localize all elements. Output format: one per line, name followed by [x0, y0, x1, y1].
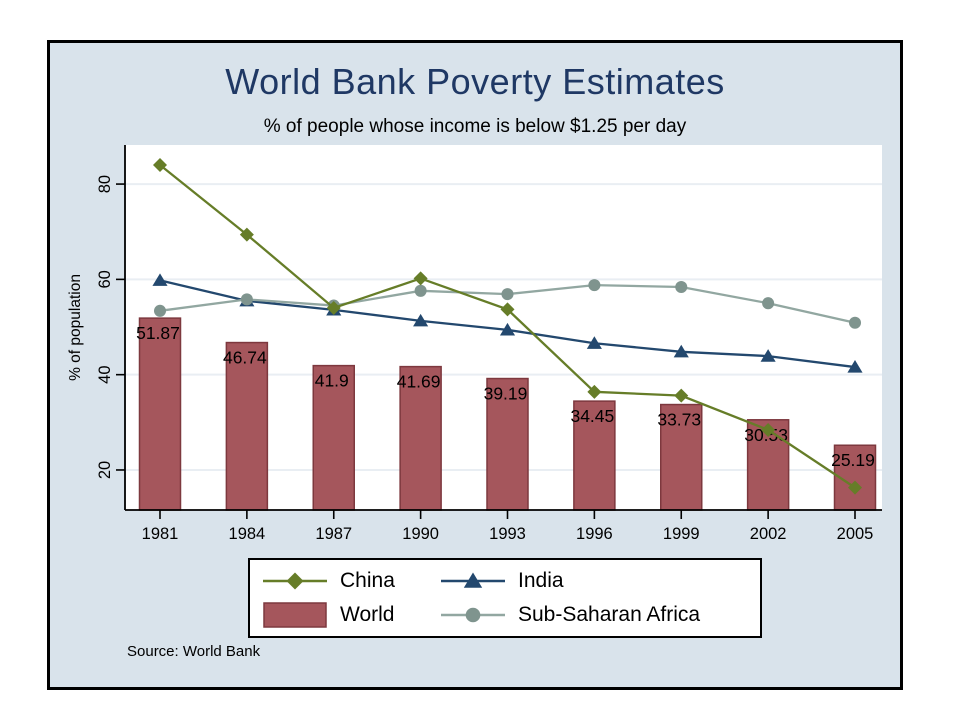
- svg-text:1999: 1999: [663, 525, 700, 543]
- svg-text:1981: 1981: [142, 525, 179, 543]
- svg-text:25.19: 25.19: [831, 450, 875, 470]
- svg-text:2002: 2002: [750, 525, 787, 543]
- legend-label-china: China: [340, 569, 395, 592]
- source-note: Source: World Bank: [127, 643, 261, 660]
- legend-item-china: China: [262, 566, 440, 596]
- legend-label-world: World: [340, 603, 395, 626]
- svg-text:51.87: 51.87: [136, 323, 180, 343]
- ssa-line-circle-symbol: [441, 607, 505, 623]
- chart-plot-area: 51.8746.7441.941.6939.1934.4533.7330.532…: [67, 145, 882, 543]
- svg-text:39.19: 39.19: [484, 384, 528, 404]
- line-china: [153, 158, 862, 495]
- svg-text:1993: 1993: [489, 525, 526, 543]
- svg-text:41.69: 41.69: [397, 372, 441, 392]
- india-line-triangle-symbol: [441, 572, 505, 588]
- svg-text:20: 20: [96, 461, 114, 479]
- y-axis-ticks: 20 40 60 80: [96, 175, 125, 479]
- x-axis-ticks: 1981 1984 1987 1990 1993 1996 1999 2002 2005: [142, 510, 874, 543]
- legend-item-world: World: [262, 600, 440, 630]
- bars-world: [138, 317, 877, 511]
- svg-text:2005: 2005: [837, 525, 874, 543]
- chart-legend: China India World Sub-Saharan Africa: [248, 558, 762, 638]
- world-bar-swatch-symbol: [263, 602, 327, 628]
- slide-canvas: World Bank Poverty Estimates % of people…: [47, 40, 903, 690]
- legend-item-india: India: [440, 566, 760, 596]
- svg-text:41.9: 41.9: [315, 371, 349, 391]
- svg-text:80: 80: [96, 175, 114, 193]
- chart-title: World Bank Poverty Estimates: [225, 61, 725, 102]
- legend-label-india: India: [518, 569, 564, 592]
- legend-item-sub-saharan-africa: Sub-Saharan Africa: [440, 600, 760, 630]
- svg-text:1990: 1990: [402, 525, 439, 543]
- svg-text:40: 40: [96, 365, 114, 383]
- svg-text:1996: 1996: [576, 525, 613, 543]
- legend-label-sub-saharan-africa: Sub-Saharan Africa: [518, 603, 701, 626]
- chart-subtitle: % of people whose income is below $1.25 …: [263, 116, 687, 137]
- bar-labels: 51.8746.7441.941.6939.1934.4533.7330.532…: [136, 323, 875, 470]
- svg-text:% of population: % of population: [67, 274, 84, 381]
- line-sub-saharan-africa: [153, 279, 862, 329]
- svg-text:60: 60: [96, 270, 114, 288]
- svg-text:46.74: 46.74: [223, 348, 267, 368]
- china-line-diamond-symbol: [263, 572, 327, 590]
- svg-text:1987: 1987: [315, 525, 352, 543]
- svg-text:34.45: 34.45: [570, 406, 614, 426]
- svg-text:1984: 1984: [229, 525, 266, 543]
- svg-text:33.73: 33.73: [657, 410, 701, 430]
